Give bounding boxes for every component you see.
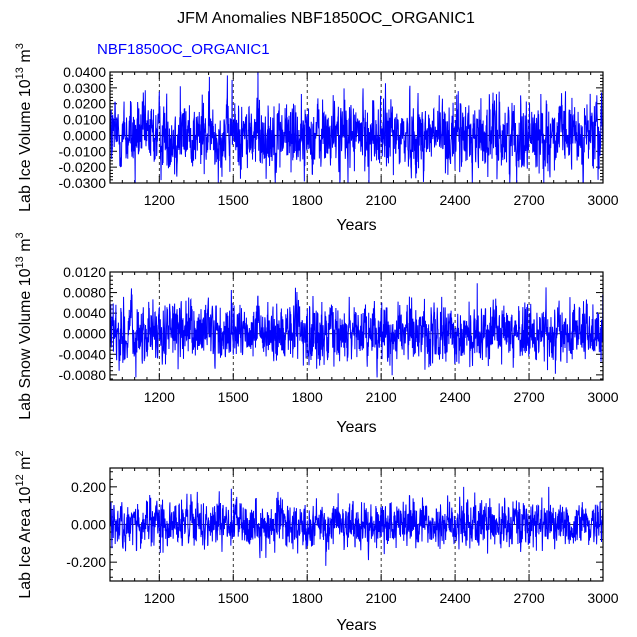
x-tick-label: 1200 <box>144 192 175 208</box>
x-tick-label: 1200 <box>144 389 175 405</box>
y-tick-label: -0.0040 <box>59 346 107 362</box>
x-tick-label: 2400 <box>440 590 471 606</box>
series-line <box>109 283 604 378</box>
y-tick-label: -0.0100 <box>59 143 107 159</box>
x-tick-label: 1800 <box>292 590 323 606</box>
x-tick-label: 2700 <box>513 192 544 208</box>
legend-series-label: NBF1850OC_ORGANIC1 <box>97 41 270 58</box>
y-tick-label: -0.200 <box>66 554 106 570</box>
series-line <box>109 71 604 184</box>
x-axis-title: Years <box>336 419 376 436</box>
y-tick-label: 0.0080 <box>63 285 106 301</box>
x-tick-label: 1500 <box>218 192 249 208</box>
x-axis-title: Years <box>336 617 376 634</box>
x-tick-label: 2100 <box>366 590 397 606</box>
x-tick-label: 1200 <box>144 590 175 606</box>
y-tick-label: 0.0200 <box>63 96 106 112</box>
y-tick-label: 0.0120 <box>63 264 106 280</box>
plot-frame <box>109 467 604 582</box>
x-tick-label: 1500 <box>218 590 249 606</box>
x-tick-label: 2100 <box>366 192 397 208</box>
x-tick-label: 3000 <box>587 192 618 208</box>
x-tick-label: 3000 <box>587 590 618 606</box>
series-line <box>109 486 604 566</box>
y-tick-label: -0.0200 <box>59 159 107 175</box>
x-tick-label: 2400 <box>440 389 471 405</box>
x-tick-label: 2400 <box>440 192 471 208</box>
x-tick-label: 3000 <box>587 389 618 405</box>
x-tick-label: 1500 <box>218 389 249 405</box>
y-tick-label: 0.200 <box>71 479 106 495</box>
y-tick-label: 0.0040 <box>63 305 106 321</box>
plot-frame <box>109 71 604 184</box>
chart-panel-1: 1200 1500 1800 2100 2400 2700 3000 -0.0300-0.02… <box>14 43 619 234</box>
x-tick-label: 2100 <box>366 389 397 405</box>
chart-panels: 1200 1500 1800 2100 2400 2700 3000 -0.0300-0.02… <box>14 43 619 634</box>
x-tick-label: 1800 <box>292 192 323 208</box>
y-tick-label: 0.0300 <box>63 80 106 96</box>
plot-frame <box>109 271 604 381</box>
y-axis-title: Lab Snow Volume 1013 m3 <box>14 232 34 419</box>
x-tick-label: 1800 <box>292 389 323 405</box>
y-tick-label: 0.0100 <box>63 112 106 128</box>
y-tick-label: 0.0000 <box>63 127 106 143</box>
y-tick-label: 0.0400 <box>63 64 106 80</box>
x-axis-title: Years <box>336 217 376 234</box>
y-tick-label: -0.0080 <box>59 367 107 383</box>
chart-panel-3: 1200 1500 1800 2100 2400 2700 3000 -0.200 0.000 0… <box>14 450 619 634</box>
y-axis-title: Lab Ice Area 1012 m2 <box>14 450 34 598</box>
x-tick-label: 2700 <box>513 590 544 606</box>
y-tick-label: 0.0000 <box>63 326 106 342</box>
y-tick-label: 0.000 <box>71 517 106 533</box>
y-axis-title: Lab Ice Volume 1013 m3 <box>14 43 34 212</box>
x-tick-label: 2700 <box>513 389 544 405</box>
figure-title: JFM Anomalies NBF1850OC_ORGANIC1 <box>177 10 475 27</box>
chart-panel-2: 1200 1500 1800 2100 2400 2700 3000 -0.0080 -0.00… <box>14 232 619 436</box>
y-tick-label: -0.0300 <box>59 175 107 191</box>
